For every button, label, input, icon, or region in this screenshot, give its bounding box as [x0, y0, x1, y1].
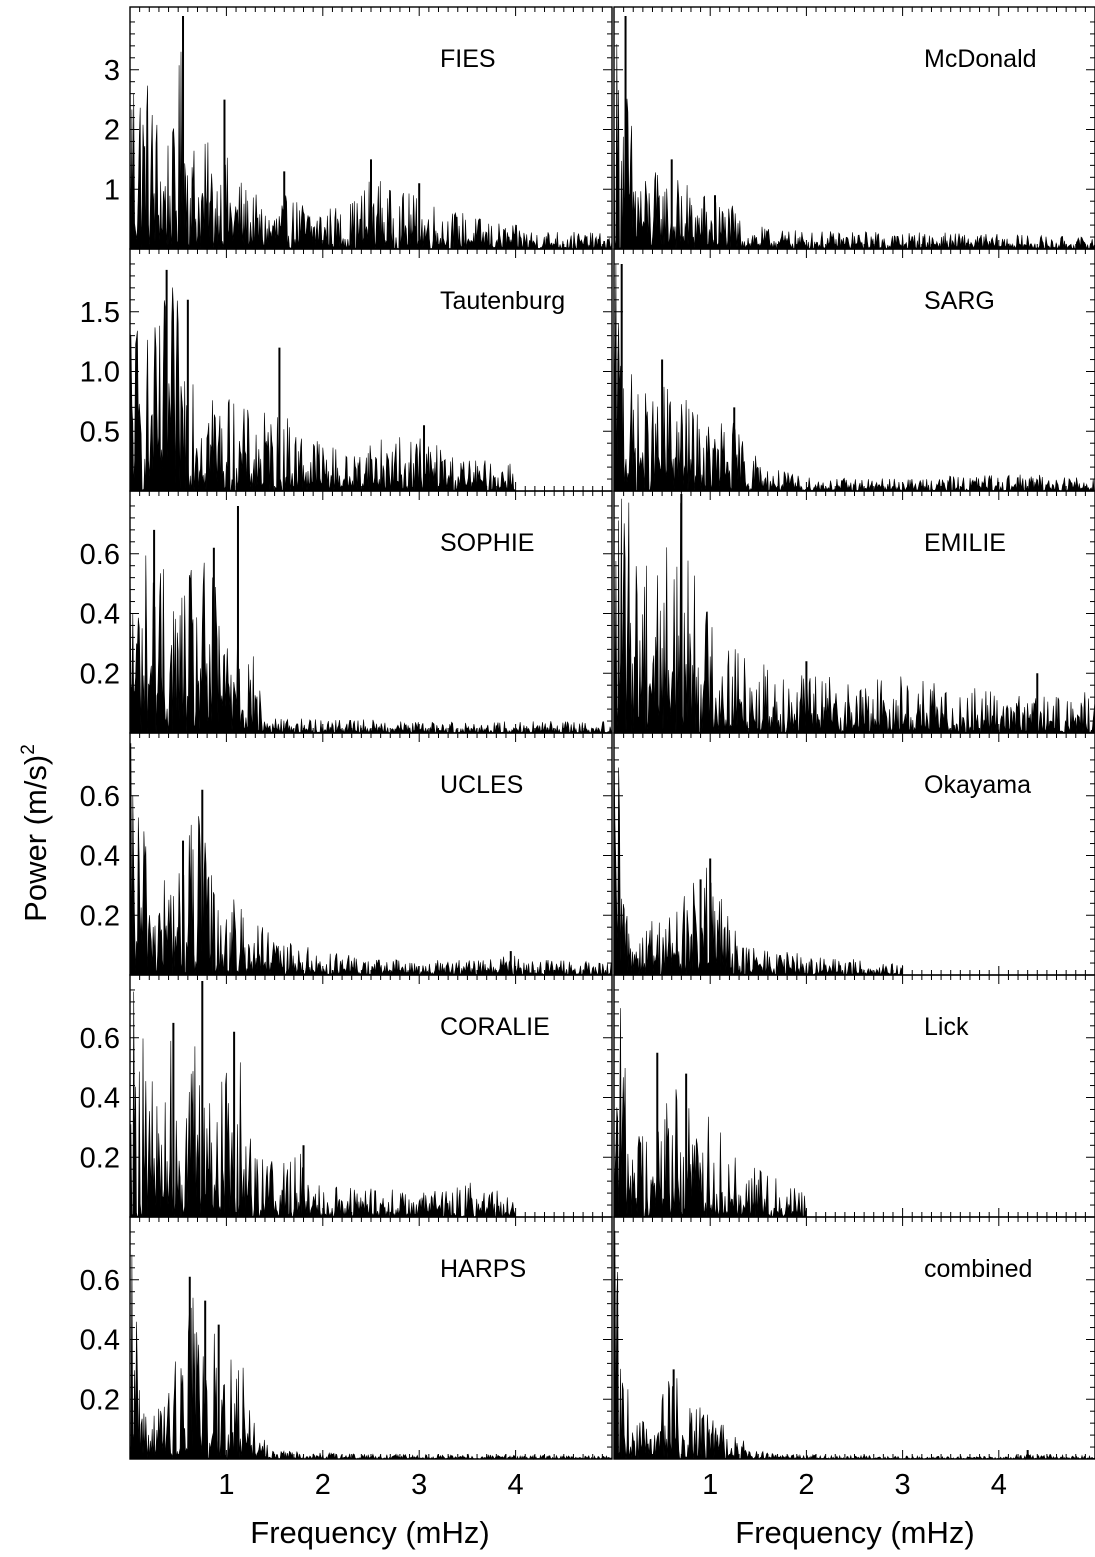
spectrum-series	[129, 287, 516, 492]
spectrum-series	[613, 1008, 807, 1219]
y-tick-label: 0.2	[80, 1384, 120, 1416]
spectrum-series	[129, 991, 516, 1218]
panel-ucles: 0.2 0.4 0.6 UCLES	[80, 732, 613, 977]
y-tick-label: 1.0	[80, 357, 120, 389]
x-tick-label: 2	[798, 1469, 814, 1501]
y-tick-label: 2	[104, 115, 120, 147]
x-tick-label: 4	[991, 1469, 1007, 1501]
panel-label: CORALIE	[440, 1013, 550, 1041]
x-tick-label: 3	[411, 1469, 427, 1501]
panel-grid: 1 2 3 FIES McDonald 0.5 1.0 1.5 Tautenburg SARG 0.…	[80, 6, 1095, 1501]
x-tick-label: 1	[218, 1469, 234, 1501]
x-axis-title-left: Frequency (mHz)	[250, 1515, 489, 1550]
spectrum-series	[613, 44, 1095, 251]
panel-fies: 1 2 3 FIES	[104, 6, 613, 250]
x-tick-label: 3	[895, 1469, 911, 1501]
y-tick-label: 0.6	[80, 1265, 120, 1297]
y-tick-label: 0.2	[80, 658, 120, 690]
panel-okayama: Okayama	[613, 732, 1095, 976]
panel-frame	[613, 1216, 1095, 1460]
x-tick-label: 4	[508, 1469, 524, 1501]
panel-tautenburg: 0.5 1.0 1.5 Tautenburg	[80, 248, 613, 492]
panel-emilie: EMILIE	[613, 490, 1095, 734]
y-tick-label: 0.2	[80, 1142, 120, 1174]
panel-label: EMILIE	[924, 529, 1006, 557]
x-tick-label: 2	[315, 1469, 331, 1501]
y-tick-label: 0.6	[80, 539, 120, 571]
panel-lick: Lick	[613, 974, 1095, 1219]
x-axis-title-right: Frequency (mHz)	[735, 1515, 974, 1550]
panel-frame	[613, 6, 1095, 250]
spectrum-series	[613, 498, 1095, 734]
panel-label: combined	[924, 1255, 1032, 1283]
y-axis-title-text: Power (m/s)	[18, 755, 53, 922]
panel-coralie: 0.2 0.4 0.6 CORALIE	[80, 974, 613, 1218]
panel-sarg: SARG	[613, 248, 1095, 493]
panel-label: Okayama	[924, 771, 1031, 799]
panel-label: McDonald	[924, 45, 1037, 73]
panel-mcdonald: McDonald	[613, 6, 1095, 251]
y-tick-label: 1.5	[80, 297, 120, 329]
y-axis-title-superscript: 2	[18, 744, 39, 755]
panel-combined: combined 1 2 3 4	[613, 1216, 1095, 1501]
y-axis-title: Power (m/s)2	[18, 744, 53, 922]
y-tick-label: 0.4	[80, 1083, 120, 1115]
panel-label: SARG	[924, 287, 995, 315]
y-tick-label: 0.6	[80, 1023, 120, 1055]
y-tick-label: 0.4	[80, 1325, 120, 1357]
spectrum-series	[613, 745, 903, 976]
y-tick-label: 1	[104, 174, 120, 206]
y-tick-label: 0.4	[80, 841, 120, 873]
panel-label: SOPHIE	[440, 529, 534, 557]
y-tick-label: 0.6	[80, 781, 120, 813]
panel-label: UCLES	[440, 771, 523, 799]
spectrum-series	[613, 263, 1095, 493]
panel-label: FIES	[440, 45, 496, 73]
spectrum-series	[129, 1254, 613, 1461]
y-tick-label: 0.2	[80, 900, 120, 932]
y-tick-label: 0.5	[80, 416, 120, 448]
panel-label: Tautenburg	[440, 287, 565, 315]
panel-frame	[613, 732, 1095, 976]
panel-harps: 0.2 0.4 0.6 HARPS 1 2 3 4	[80, 1216, 613, 1501]
panel-label: Lick	[924, 1013, 969, 1041]
y-tick-label: 3	[104, 55, 120, 87]
y-tick-label: 0.4	[80, 599, 120, 631]
panel-label: HARPS	[440, 1255, 526, 1283]
spectrum-series	[129, 548, 613, 735]
x-tick-label: 1	[702, 1469, 718, 1501]
panel-sophie: 0.2 0.4 0.6 SOPHIE	[80, 490, 613, 735]
